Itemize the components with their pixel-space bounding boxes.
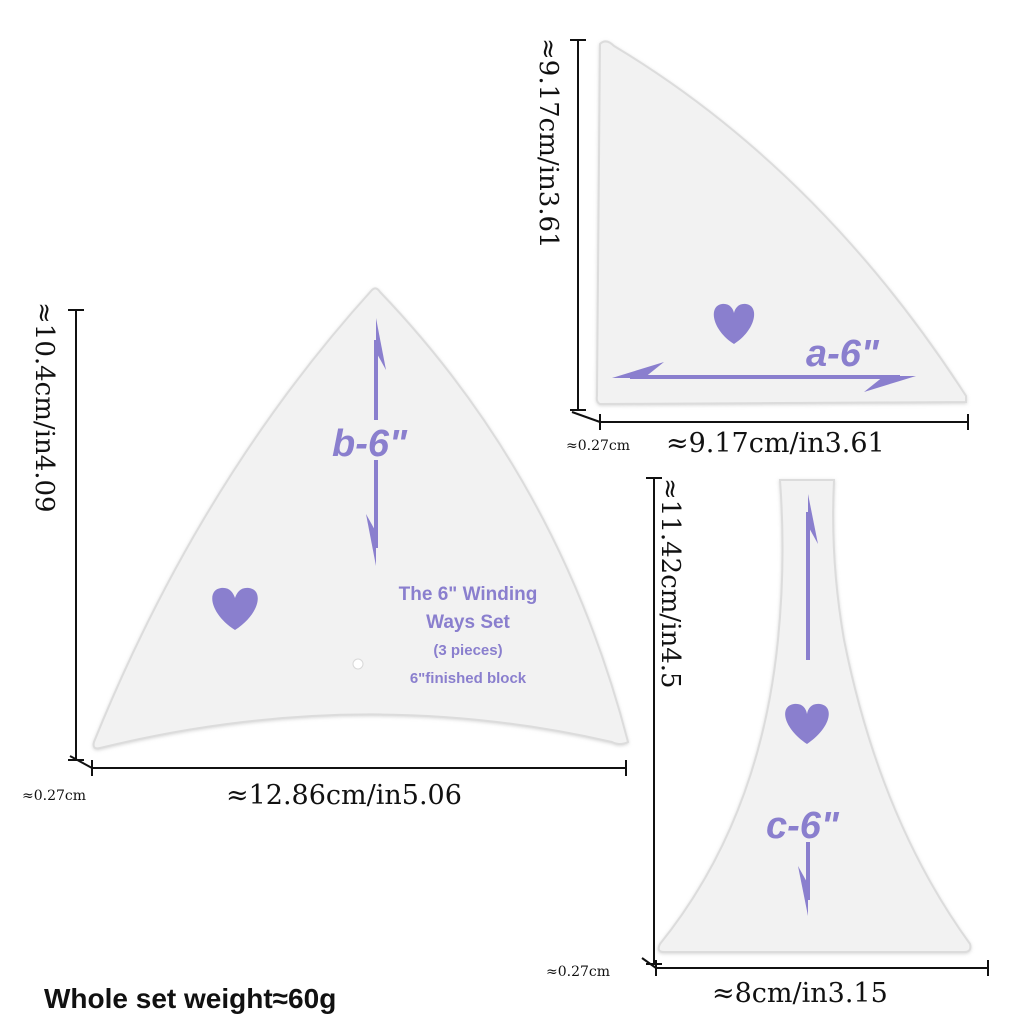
double-arrow-icon	[366, 318, 386, 566]
piece-b-thickness-label: ≈0.27cm	[22, 788, 86, 804]
piece-c-height-dimension	[646, 477, 662, 965]
piece-b-label: b-6"	[332, 423, 408, 465]
piece-c-width-label: ≈8cm/in3.15	[712, 978, 888, 1009]
piece-a-height-label: ≈9.17cm/in3.61	[533, 38, 563, 249]
set-block-note: 6"finished block	[410, 670, 527, 687]
piece-a-label: a-6"	[806, 333, 880, 375]
piece-c-label: c-6"	[766, 805, 840, 847]
piece-a-shape	[595, 40, 967, 406]
piece-c-thickness-label: ≈0.27cm	[546, 964, 610, 980]
weight-note: Whole set weight≈60g	[44, 983, 336, 1014]
piece-b-shape	[92, 287, 630, 750]
set-title-line1: The 6" Winding	[399, 584, 538, 605]
piece-b-width-dimension	[69, 755, 627, 776]
piece-a-width-label: ≈9.17cm/in3.61	[666, 428, 885, 459]
set-pieces-note: (3 pieces)	[433, 642, 502, 659]
double-arrow-icon	[612, 362, 916, 392]
piece-b-width-label: ≈12.86cm/in5.06	[226, 780, 462, 811]
piece-b-height-dimension	[68, 309, 84, 761]
mounting-hole	[352, 658, 364, 670]
piece-b-height-label: ≈10.4cm/in4.09	[29, 302, 59, 513]
piece-a-height-dimension	[570, 39, 586, 411]
set-title-line2: Ways Set	[426, 612, 510, 633]
heart-icon	[713, 303, 755, 344]
heart-icon	[212, 587, 258, 630]
piece-a-thickness-label: ≈0.27cm	[566, 438, 630, 454]
piece-c-template: c-6"	[657, 479, 972, 953]
piece-b-template: b-6" The 6" Winding Ways Set (3 pieces) …	[92, 287, 630, 750]
piece-a-template: a-6"	[595, 40, 967, 406]
heart-icon	[785, 703, 829, 744]
piece-c-height-label: ≈11.42cm/in4.5	[655, 478, 685, 689]
piece-c-width-dimension	[641, 957, 989, 976]
piece-a-width-dimension	[571, 411, 969, 430]
double-arrow-icon	[798, 494, 818, 916]
